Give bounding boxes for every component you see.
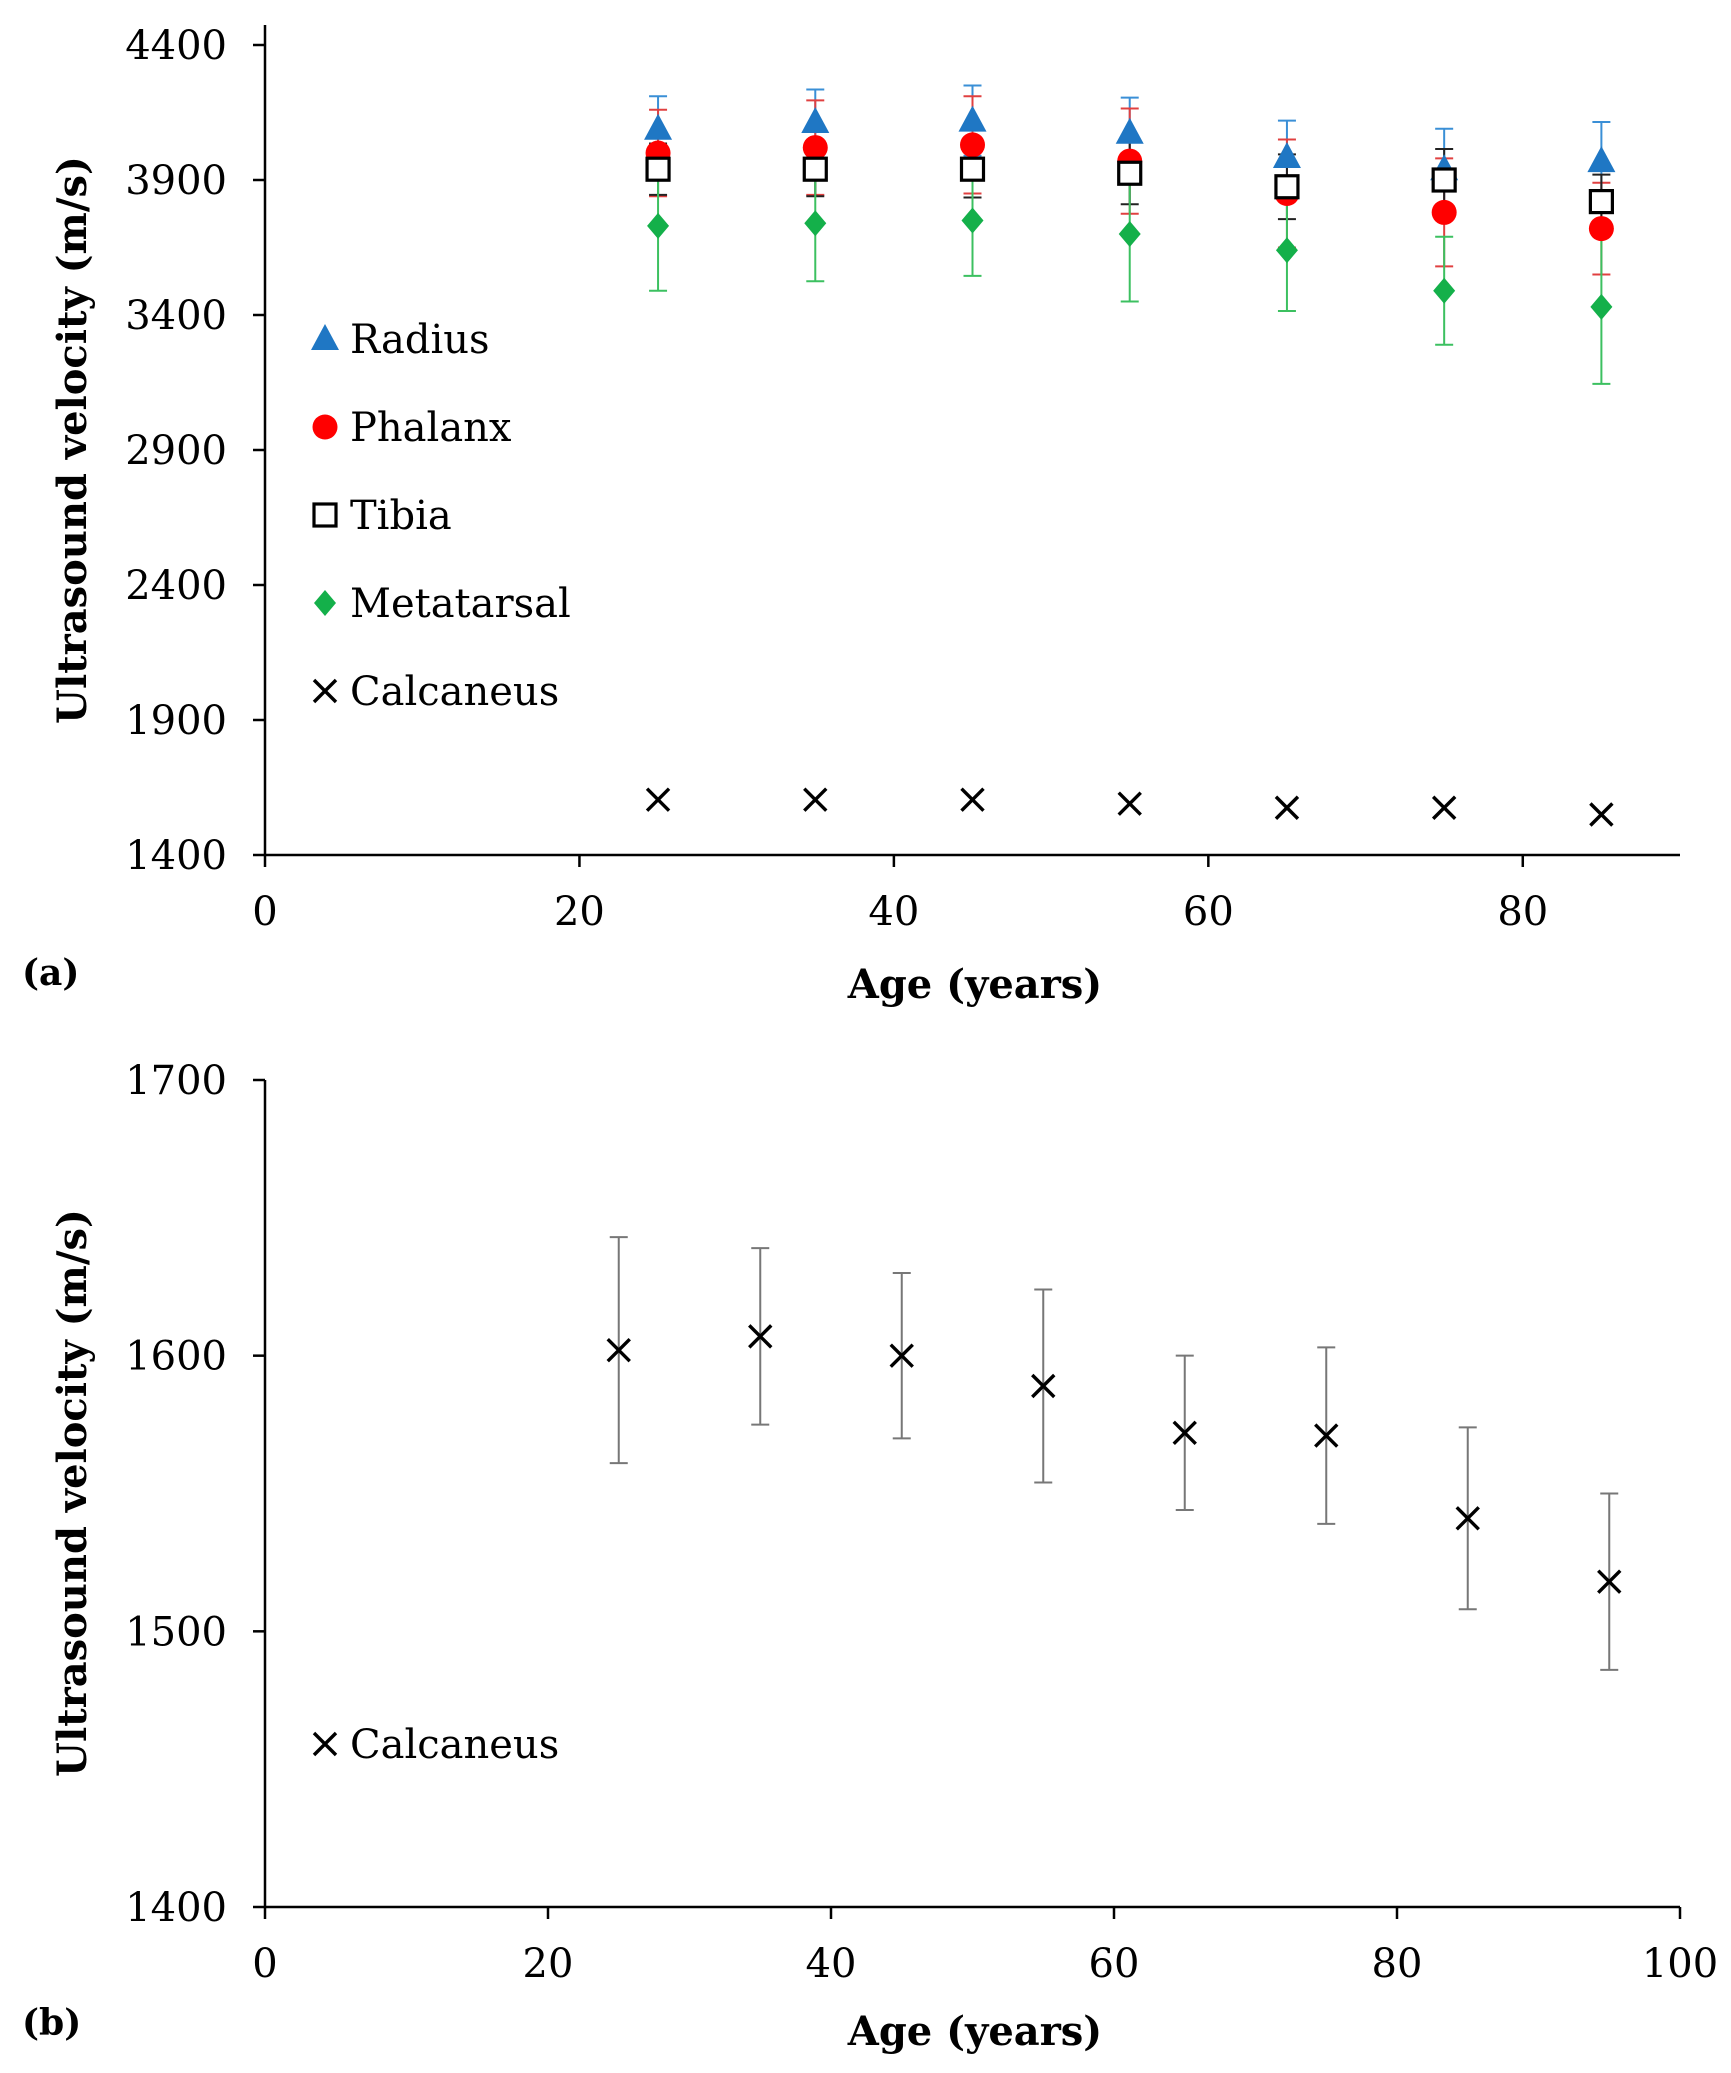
panel-b-legend: Calcaneus	[312, 1722, 559, 1768]
phalanx-point	[1588, 216, 1614, 242]
panel-b-y-tick-label: 1400	[125, 1885, 227, 1931]
radius-point	[1272, 142, 1301, 169]
legend-radius-marker	[311, 324, 339, 350]
panel-a-y-tick-label: 2900	[125, 428, 227, 474]
metatarsal-point	[1590, 293, 1613, 320]
panel-b-x-tick-label: 60	[1089, 1941, 1140, 1987]
panel-b-y-tick-label: 1500	[125, 1609, 227, 1655]
calcaneus-point	[1172, 1420, 1197, 1446]
panel-a-x-tick-label: 40	[868, 889, 919, 935]
tibia-point	[1431, 167, 1457, 193]
calcaneus-point	[1314, 1423, 1339, 1448]
calcaneus-point	[1031, 1373, 1056, 1399]
metatarsal-point	[804, 210, 827, 237]
panel-a-y-tick-label: 4400	[125, 23, 227, 69]
calcaneus-point	[645, 787, 671, 812]
calcaneus-point	[1597, 1569, 1622, 1594]
panel-b-chart: 1400 1500 1600 1700 0 20 40 60 80 100 Age (years…	[22, 1058, 1718, 2055]
legend-radius-label: Radius	[350, 317, 490, 363]
metatarsal-point	[961, 207, 984, 234]
panel-b-y-tick-label: 1600	[125, 1334, 227, 1380]
metatarsal-point	[1433, 277, 1456, 304]
metatarsal-point	[1118, 221, 1141, 247]
radius-point	[801, 106, 830, 133]
panel-a-chart: 1400 1900 2400 2900 3400 3900 4400 0 20 40 60 80 A…	[22, 23, 1680, 1008]
panel-a-y-tick-label: 3400	[125, 293, 227, 339]
panel-a-label: (a)	[22, 952, 79, 994]
panel-a-legend: Radius Phalanx Tibia Metatarsal Calcaneus	[311, 317, 571, 715]
calcaneus-point	[606, 1337, 631, 1363]
metatarsal-point	[1275, 237, 1298, 264]
calcaneus-point	[1455, 1506, 1480, 1531]
phalanx-point	[960, 132, 985, 158]
legend-phalanx-label: Phalanx	[350, 405, 512, 451]
panel-a-x-tick-label: 20	[554, 889, 605, 935]
legend-metatarsal-label: Metatarsal	[350, 581, 571, 627]
panel-b-x-tick-label: 0	[252, 1941, 277, 1987]
panel-a-y-axis-title: Ultrasound velocity (m/s)	[49, 156, 96, 724]
calcaneus-point	[960, 787, 985, 812]
calcaneus-point	[748, 1324, 773, 1349]
legend-metatarsal-marker	[314, 590, 336, 616]
legend-calcaneus-label: Calcaneus	[350, 1722, 559, 1768]
radius-point	[1115, 117, 1144, 144]
legend-calcaneus-marker	[312, 678, 338, 704]
tibia-point	[959, 156, 986, 182]
calcaneus-point	[1117, 791, 1142, 816]
panel-b-label: (b)	[22, 2002, 81, 2044]
panel-a-y-tick-label: 1900	[125, 698, 227, 744]
calcaneus-point	[1274, 795, 1300, 820]
panel-a-x-axis-title: Age (years)	[847, 961, 1102, 1008]
panel-a-y-tick-label: 3900	[125, 158, 227, 204]
metatarsal-point	[647, 212, 670, 239]
tibia-point	[645, 156, 671, 182]
panel-b-y-tick-label: 1700	[125, 1058, 227, 1104]
legend-calcaneus-marker	[312, 1731, 338, 1757]
legend-tibia-label: Tibia	[350, 493, 452, 539]
radius-point	[644, 113, 673, 140]
tibia-point	[1274, 174, 1300, 200]
calcaneus-point	[803, 787, 828, 812]
panel-b-x-tick-label: 100	[1642, 1941, 1718, 1987]
phalanx-point	[1431, 199, 1457, 225]
panel-b-y-axis-title: Ultrasound velocity (m/s)	[49, 1209, 96, 1777]
radius-point	[1587, 146, 1616, 173]
panel-b-x-tick-label: 20	[523, 1941, 574, 1987]
tibia-point	[1588, 189, 1614, 215]
tibia-point	[1117, 160, 1143, 186]
panel-a-y-tick-label: 2400	[125, 563, 227, 609]
panel-a-x-tick-label: 0	[252, 889, 277, 935]
legend-tibia-marker	[312, 502, 338, 528]
panel-b-x-tick-label: 80	[1372, 1941, 1423, 1987]
calcaneus-point	[889, 1343, 914, 1368]
panel-a-x-tick-label: 80	[1497, 889, 1548, 935]
radius-point	[958, 105, 987, 132]
legend-phalanx-marker	[312, 414, 338, 440]
legend-calcaneus-label: Calcaneus	[350, 669, 559, 715]
panel-a-y-tick-label: 1400	[125, 833, 227, 879]
panel-b-x-axis-title: Age (years)	[847, 2008, 1102, 2055]
tibia-point	[802, 156, 828, 182]
panel-b-x-tick-label: 40	[806, 1941, 857, 1987]
panel-a-x-tick-label: 60	[1183, 889, 1234, 935]
calcaneus-point	[1431, 795, 1457, 820]
calcaneus-point	[1589, 802, 1614, 827]
phalanx-point	[802, 135, 828, 161]
